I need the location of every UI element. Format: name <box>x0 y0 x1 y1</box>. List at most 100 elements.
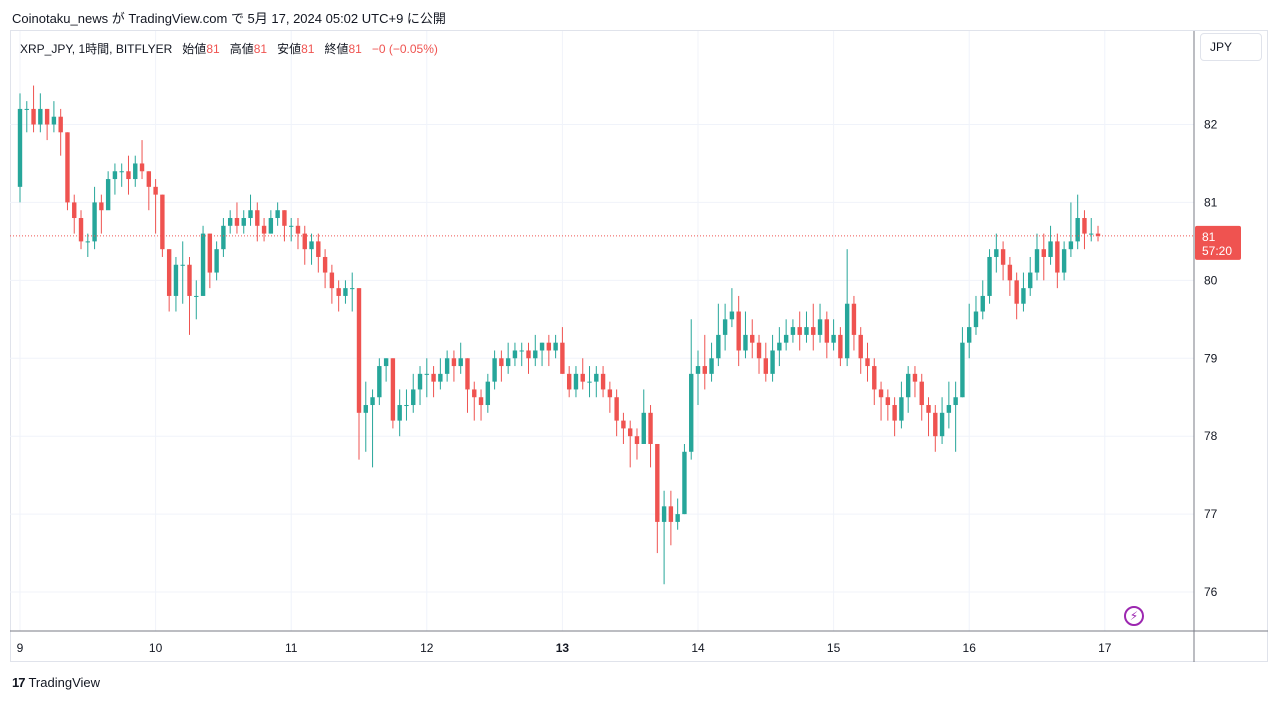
y-tick-label: 77 <box>1204 507 1218 521</box>
legend-change: −0 (−0.05%) <box>371 42 438 56</box>
candle-body <box>499 358 504 367</box>
candle <box>987 249 992 304</box>
y-tick-label: 81 <box>1204 195 1218 209</box>
candle <box>336 280 341 312</box>
candle <box>133 155 138 187</box>
candle <box>838 327 843 367</box>
candle-body <box>241 218 246 226</box>
candle-body <box>207 233 213 273</box>
candle-body <box>58 116 63 133</box>
candle <box>967 303 972 359</box>
candle <box>316 233 321 273</box>
candle-body <box>105 179 111 211</box>
candle-body <box>153 186 158 195</box>
candle-body <box>505 358 511 367</box>
candle-body <box>133 163 138 180</box>
candle <box>404 389 409 421</box>
candle-body <box>85 241 90 243</box>
candle-body <box>621 420 626 429</box>
candle-body <box>166 249 172 296</box>
candle <box>756 334 762 374</box>
candle-body <box>126 171 131 180</box>
candle-body <box>173 264 179 296</box>
candle <box>702 334 707 390</box>
candle <box>905 366 911 413</box>
candle-body <box>926 405 931 413</box>
candle <box>465 358 470 413</box>
candle <box>600 366 606 398</box>
x-tick-label: 12 <box>420 641 434 655</box>
candle <box>648 405 653 468</box>
candle-body <box>119 171 124 173</box>
candle <box>953 381 958 452</box>
candle <box>302 225 307 265</box>
candle <box>166 249 172 312</box>
candle-body <box>641 412 646 444</box>
candle-body <box>322 256 328 273</box>
candle-body <box>811 327 816 335</box>
candle-body <box>851 303 857 335</box>
candle-body <box>539 342 545 351</box>
candle-body <box>648 412 653 444</box>
candle-body <box>282 210 287 226</box>
candle-body <box>587 381 592 383</box>
candle-body <box>38 108 43 125</box>
candle <box>499 350 504 382</box>
candle-body <box>350 288 355 290</box>
candle-body <box>1075 218 1080 242</box>
candle <box>1014 272 1019 320</box>
candle-body <box>865 358 870 367</box>
candle-body <box>655 443 660 522</box>
candle-body <box>743 334 748 351</box>
candle <box>363 381 368 452</box>
candle-body <box>668 506 674 522</box>
candle <box>187 256 192 335</box>
candle-body <box>797 327 802 335</box>
candle-body <box>824 319 830 343</box>
candle <box>1007 256 1013 296</box>
candle-body <box>675 514 680 522</box>
candle-body <box>695 366 701 374</box>
candle <box>160 194 165 257</box>
candle <box>770 334 775 382</box>
currency-button[interactable]: JPY <box>1200 33 1262 61</box>
candle-body <box>560 342 565 374</box>
candle-body <box>838 334 843 359</box>
candle <box>526 342 531 374</box>
candle <box>831 319 836 351</box>
candle <box>485 373 491 413</box>
candle <box>31 85 36 133</box>
candle-body <box>377 366 382 398</box>
candle <box>844 249 850 367</box>
candle <box>289 218 294 242</box>
candle-body <box>634 436 640 444</box>
candle-body <box>912 373 918 382</box>
candle-body <box>614 397 619 421</box>
candle-body <box>1055 241 1060 273</box>
candle-body <box>24 108 29 110</box>
candle-body <box>905 373 911 398</box>
candle-body <box>682 451 687 515</box>
candle-body <box>946 405 952 413</box>
candle <box>512 342 518 367</box>
candle-body <box>268 218 274 234</box>
candle <box>248 194 253 226</box>
candle-body <box>227 218 233 226</box>
candle <box>24 101 29 133</box>
candle <box>594 366 599 398</box>
legend-open-label: 始値 <box>182 42 207 56</box>
candle <box>451 350 457 382</box>
candle-body <box>533 350 538 359</box>
tradingview-logo[interactable]: 17 TradingView <box>12 675 100 690</box>
candle <box>878 381 884 421</box>
lightning-bolt-icon[interactable]: ⚡ <box>1124 606 1144 626</box>
candle <box>173 256 179 312</box>
candle <box>682 443 687 515</box>
candle-body <box>661 506 667 522</box>
candle-body <box>99 202 104 211</box>
candle <box>695 350 701 406</box>
legend-high-label: 高値 <box>229 42 254 56</box>
candle <box>207 233 213 289</box>
candle <box>533 334 538 367</box>
